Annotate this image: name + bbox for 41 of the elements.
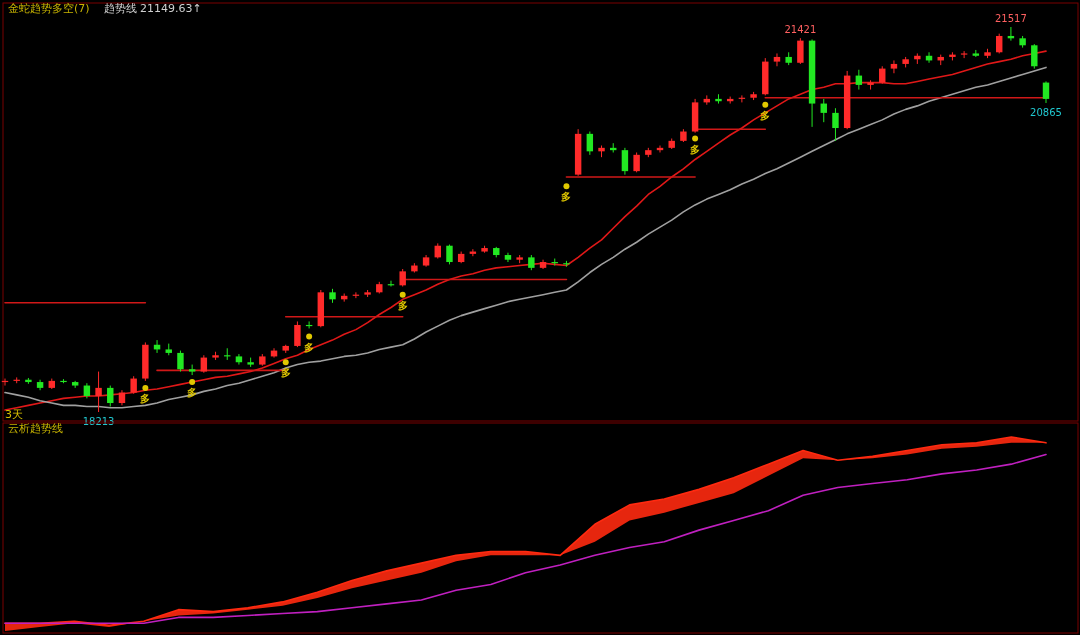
candlestick — [1042, 80, 1050, 104]
candlestick — [621, 147, 629, 176]
point — [189, 379, 196, 386]
candlestick — [855, 69, 863, 91]
data-label: 多 — [561, 191, 572, 203]
candlestick — [773, 52, 781, 67]
annotation: 21517 — [995, 13, 1027, 24]
candlestick — [294, 320, 301, 348]
chart-title: 金蛇趋势多空(7) — [8, 2, 90, 15]
candlestick — [586, 131, 594, 156]
point — [692, 135, 699, 142]
candlestick — [177, 350, 184, 373]
candlestick — [1031, 43, 1038, 70]
candlestick — [446, 244, 453, 265]
annotation: 18213 — [82, 416, 115, 427]
chart-subtitle: 趋势线 21149.63↑ — [103, 2, 202, 15]
point — [563, 183, 570, 190]
candlestick — [832, 107, 839, 142]
candlestick — [107, 385, 114, 408]
candlestick — [188, 364, 196, 376]
candlestick — [235, 353, 243, 366]
point — [282, 359, 289, 366]
point — [306, 333, 313, 340]
point — [399, 291, 406, 298]
candlestick — [996, 33, 1003, 54]
annotation: 21421 — [784, 24, 817, 36]
candlestick — [797, 37, 804, 65]
candlestick — [960, 50, 968, 59]
point — [762, 101, 769, 108]
point — [142, 384, 149, 391]
annotation: 3天 — [5, 408, 23, 421]
annotation: 20865 — [1030, 106, 1062, 118]
data-label: 多 — [690, 143, 701, 155]
data-label: 多 — [280, 367, 291, 379]
candlestick — [890, 59, 898, 74]
chart-title: 云析趋势线 — [8, 422, 63, 435]
candlestick — [95, 371, 102, 413]
candlestick — [820, 98, 827, 123]
data-label: 多 — [397, 299, 408, 311]
candlestick — [633, 152, 640, 173]
data-label: 多 — [140, 392, 151, 404]
